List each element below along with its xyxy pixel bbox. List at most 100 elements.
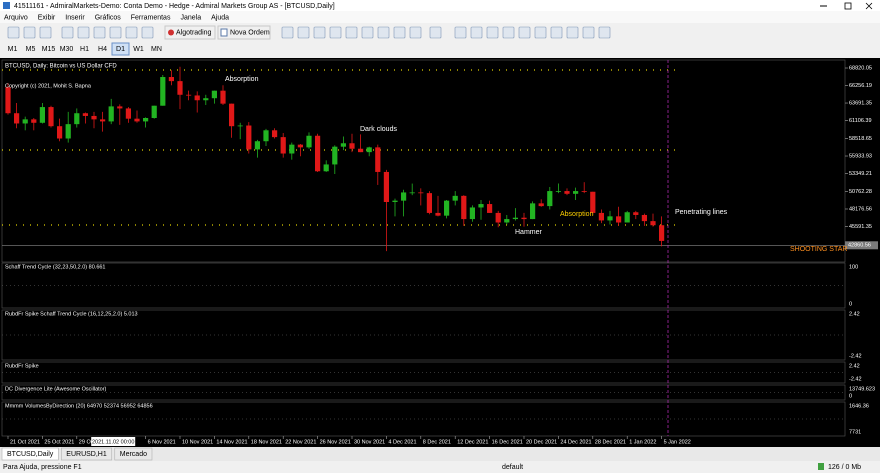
- toolbar-icon[interactable]: [582, 26, 595, 39]
- timeframe-button[interactable]: [147, 42, 166, 56]
- toolbar-icon[interactable]: [141, 26, 154, 39]
- toolbar-icons: [7, 26, 611, 39]
- toolbar-icon[interactable]: [429, 26, 442, 39]
- toolbar-icon[interactable]: [329, 26, 342, 39]
- timeframe-button[interactable]: [3, 42, 22, 56]
- maximize-button[interactable]: [844, 2, 852, 10]
- toolbar-icon[interactable]: [470, 26, 483, 39]
- menu-item[interactable]: Janela: [180, 14, 201, 21]
- menu-item[interactable]: Ajuda: [211, 14, 229, 21]
- toolbar-icon[interactable]: [393, 26, 406, 39]
- menu-item[interactable]: Exibir: [38, 14, 56, 21]
- date-label: 21 Oct 2021: [10, 439, 40, 445]
- subwindow-header: Mmmm VolumesByDirection (20) 64970 52374…: [5, 403, 153, 409]
- chart-title: BTCUSD, Daily: Bitcoin vs US Dollar CFD: [5, 64, 117, 70]
- timeframe-button[interactable]: [93, 42, 112, 56]
- toolbar-icon[interactable]: [61, 26, 74, 39]
- candle-body: [168, 77, 174, 82]
- price-label: 55933.93: [849, 153, 872, 159]
- candle-body: [392, 200, 398, 202]
- tab[interactable]: [60, 447, 113, 461]
- candle-body: [280, 137, 286, 154]
- crosshair-date: 2021.11.02 00:00: [92, 439, 134, 445]
- pattern-annotation: Penetrating lines: [675, 209, 728, 216]
- subwindow-header: DC Divergence Lite (Awesome Oscillator): [5, 386, 107, 392]
- date-label: 24 Dec 2021: [560, 439, 591, 445]
- toolbar-icon[interactable]: [77, 26, 90, 39]
- subwindow-header: Schaff Trend Cycle (32,23,50,2.0) 80.661: [5, 264, 106, 270]
- candle-body: [504, 219, 510, 223]
- toolbar-icon[interactable]: [7, 26, 20, 39]
- toolbar-icon[interactable]: [454, 26, 467, 39]
- toolbar-icon[interactable]: [550, 26, 563, 39]
- timeframe-button[interactable]: [21, 42, 40, 56]
- menu: Arquivo Exibir Inserir Gráficos Ferramentas J…: [4, 14, 229, 21]
- candle-body: [297, 144, 303, 148]
- date-label: 20 Dec 2021: [526, 439, 557, 445]
- main-window-frame: [1, 59, 846, 263]
- timeframe-button[interactable]: [129, 42, 148, 56]
- date-label: 25 Oct 2021: [44, 439, 74, 445]
- pattern-annotation: Absorption: [560, 211, 594, 218]
- toolbar-icon[interactable]: [93, 26, 106, 39]
- menu-item[interactable]: Ferramentas: [131, 14, 171, 21]
- timeframe-bar: [0, 41, 880, 57]
- toolbar-icon[interactable]: [409, 26, 422, 39]
- candle-body: [151, 105, 157, 118]
- date-label: 12 Dec 2021: [457, 439, 488, 445]
- candle-body: [547, 191, 553, 207]
- candle-body: [598, 212, 604, 221]
- candle-body: [143, 118, 149, 122]
- toolbar-icon[interactable]: [566, 26, 579, 39]
- menu-item[interactable]: Arquivo: [4, 14, 28, 21]
- new-order-button[interactable]: [217, 25, 271, 40]
- subwindow-axis-label: -2.42: [849, 353, 862, 359]
- toolbar-icon[interactable]: [598, 26, 611, 39]
- timeframe-button[interactable]: [57, 42, 76, 56]
- close-button[interactable]: [865, 2, 873, 10]
- status-help: Para Ajuda, pressione F1: [3, 464, 82, 471]
- toolbar-icon[interactable]: [297, 26, 310, 39]
- menu-item[interactable]: Gráficos: [95, 14, 122, 21]
- date-label: 4 Dec 2021: [388, 439, 416, 445]
- candle-body: [186, 94, 192, 96]
- toolbar-icon[interactable]: [313, 26, 326, 39]
- timeframe-button[interactable]: [75, 42, 94, 56]
- toolbar-icon[interactable]: [109, 26, 122, 39]
- candle-body: [254, 141, 260, 150]
- timeframe-button[interactable]: [39, 42, 58, 56]
- toolbar-icon[interactable]: [39, 26, 52, 39]
- toolbar-icon[interactable]: [518, 26, 531, 39]
- date-label: 30 Nov 2021: [354, 439, 385, 445]
- algotrading-button[interactable]: [164, 25, 216, 40]
- candle-body: [478, 204, 484, 208]
- toolbar-icon[interactable]: [486, 26, 499, 39]
- toolbar-icon[interactable]: [534, 26, 547, 39]
- toolbar-icon[interactable]: [361, 26, 374, 39]
- candle-body: [521, 217, 527, 220]
- toolbar-icon[interactable]: [281, 26, 294, 39]
- tab[interactable]: [114, 447, 153, 461]
- toolbar-icon[interactable]: [345, 26, 358, 39]
- toolbar-icon[interactable]: [502, 26, 515, 39]
- candle-body: [22, 119, 28, 124]
- tab[interactable]: [1, 447, 59, 461]
- timeframe-button[interactable]: [111, 42, 130, 56]
- toolbar-icon[interactable]: [377, 26, 390, 39]
- candle-body: [306, 135, 312, 148]
- price-tag-box: [845, 241, 878, 250]
- toolbar-icon[interactable]: [23, 26, 36, 39]
- candle-body: [134, 118, 140, 122]
- tab-label: BTCUSD,Daily: [7, 451, 54, 458]
- toolbar-icon[interactable]: [125, 26, 138, 39]
- candle-body: [203, 98, 209, 101]
- date-label: 1 Jan 2022: [629, 439, 656, 445]
- price-label: 50762.28: [849, 189, 872, 195]
- menu-item[interactable]: Inserir: [65, 14, 85, 21]
- date-label: 16 Dec 2021: [492, 439, 523, 445]
- subwindow-axis-label: 2.42: [849, 311, 860, 317]
- candle-body: [401, 192, 407, 201]
- subwindow-axis-label: 1646.36: [849, 403, 869, 409]
- timeframe-label: M30: [60, 46, 74, 53]
- date-label: 10 Nov 2021: [182, 439, 213, 445]
